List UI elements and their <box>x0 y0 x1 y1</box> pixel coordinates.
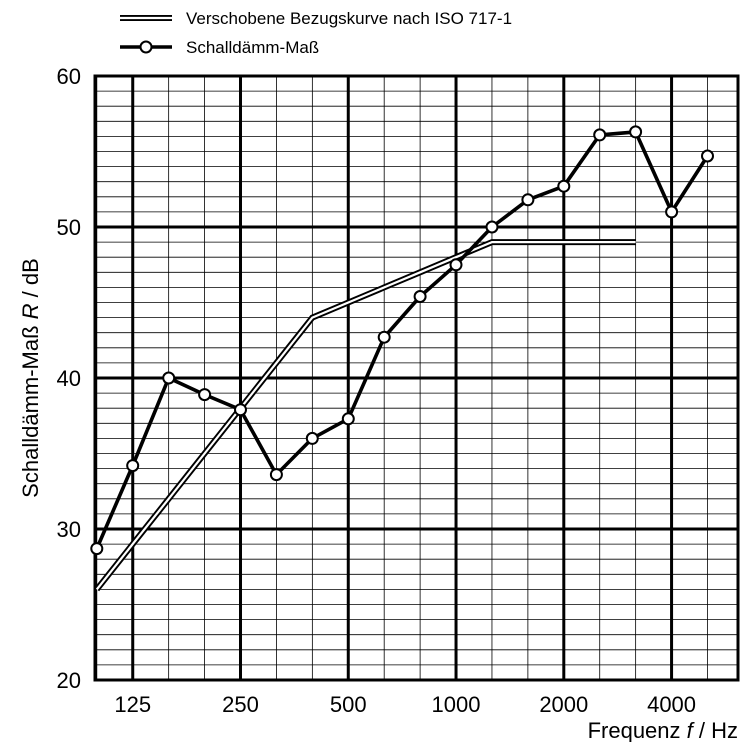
x-axis-ticks: 125 250 500 1000 2000 4000 <box>114 692 696 717</box>
measured-point <box>90 542 104 556</box>
y-tick-label: 40 <box>57 366 81 391</box>
y-axis-title: Schalldämm-Maß R / dB <box>18 258 43 498</box>
y-axis-ticks: 20 30 40 50 60 <box>57 64 81 693</box>
measured-point <box>305 431 319 445</box>
measured-point <box>341 412 355 426</box>
legend: Verschobene Bezugskurve nach ISO 717-1 Sc… <box>120 9 512 57</box>
reference-curve-inner <box>95 241 636 591</box>
measured-point <box>629 125 643 139</box>
measured-point <box>377 330 391 344</box>
x-tick-label: 4000 <box>647 692 696 717</box>
measured-point <box>485 220 499 234</box>
measured-point <box>449 258 463 272</box>
y-tick-label: 60 <box>57 64 81 89</box>
x-tick-label: 500 <box>330 692 367 717</box>
measured-point <box>701 149 714 163</box>
y-tick-label: 30 <box>57 517 81 542</box>
plot-frame <box>93 74 740 682</box>
measured-point <box>198 388 212 402</box>
major-grid <box>95 76 738 680</box>
measured-point <box>665 205 679 219</box>
x-tick-label: 1000 <box>432 692 481 717</box>
legend-label-reference: Verschobene Bezugskurve nach ISO 717-1 <box>186 9 512 28</box>
legend-swatch-measured-marker <box>139 40 153 54</box>
y-tick-label: 20 <box>57 668 81 693</box>
x-tick-label: 250 <box>222 692 259 717</box>
series-layer <box>90 125 714 592</box>
measured-point <box>269 468 283 482</box>
measured-point <box>413 290 427 303</box>
x-tick-label: 125 <box>114 692 151 717</box>
measured-curve-line <box>95 130 710 550</box>
y-tick-label: 50 <box>57 215 81 240</box>
x-tick-label: 2000 <box>539 692 588 717</box>
measured-point <box>521 193 535 207</box>
measured-point <box>126 459 140 473</box>
measured-point <box>162 371 176 385</box>
x-axis-title: Frequenz f / Hz <box>588 718 738 742</box>
legend-label-measured: Schalldämm-Maß <box>186 38 319 57</box>
measured-point <box>234 403 247 417</box>
measured-point <box>593 128 607 142</box>
measured-point <box>557 179 571 193</box>
